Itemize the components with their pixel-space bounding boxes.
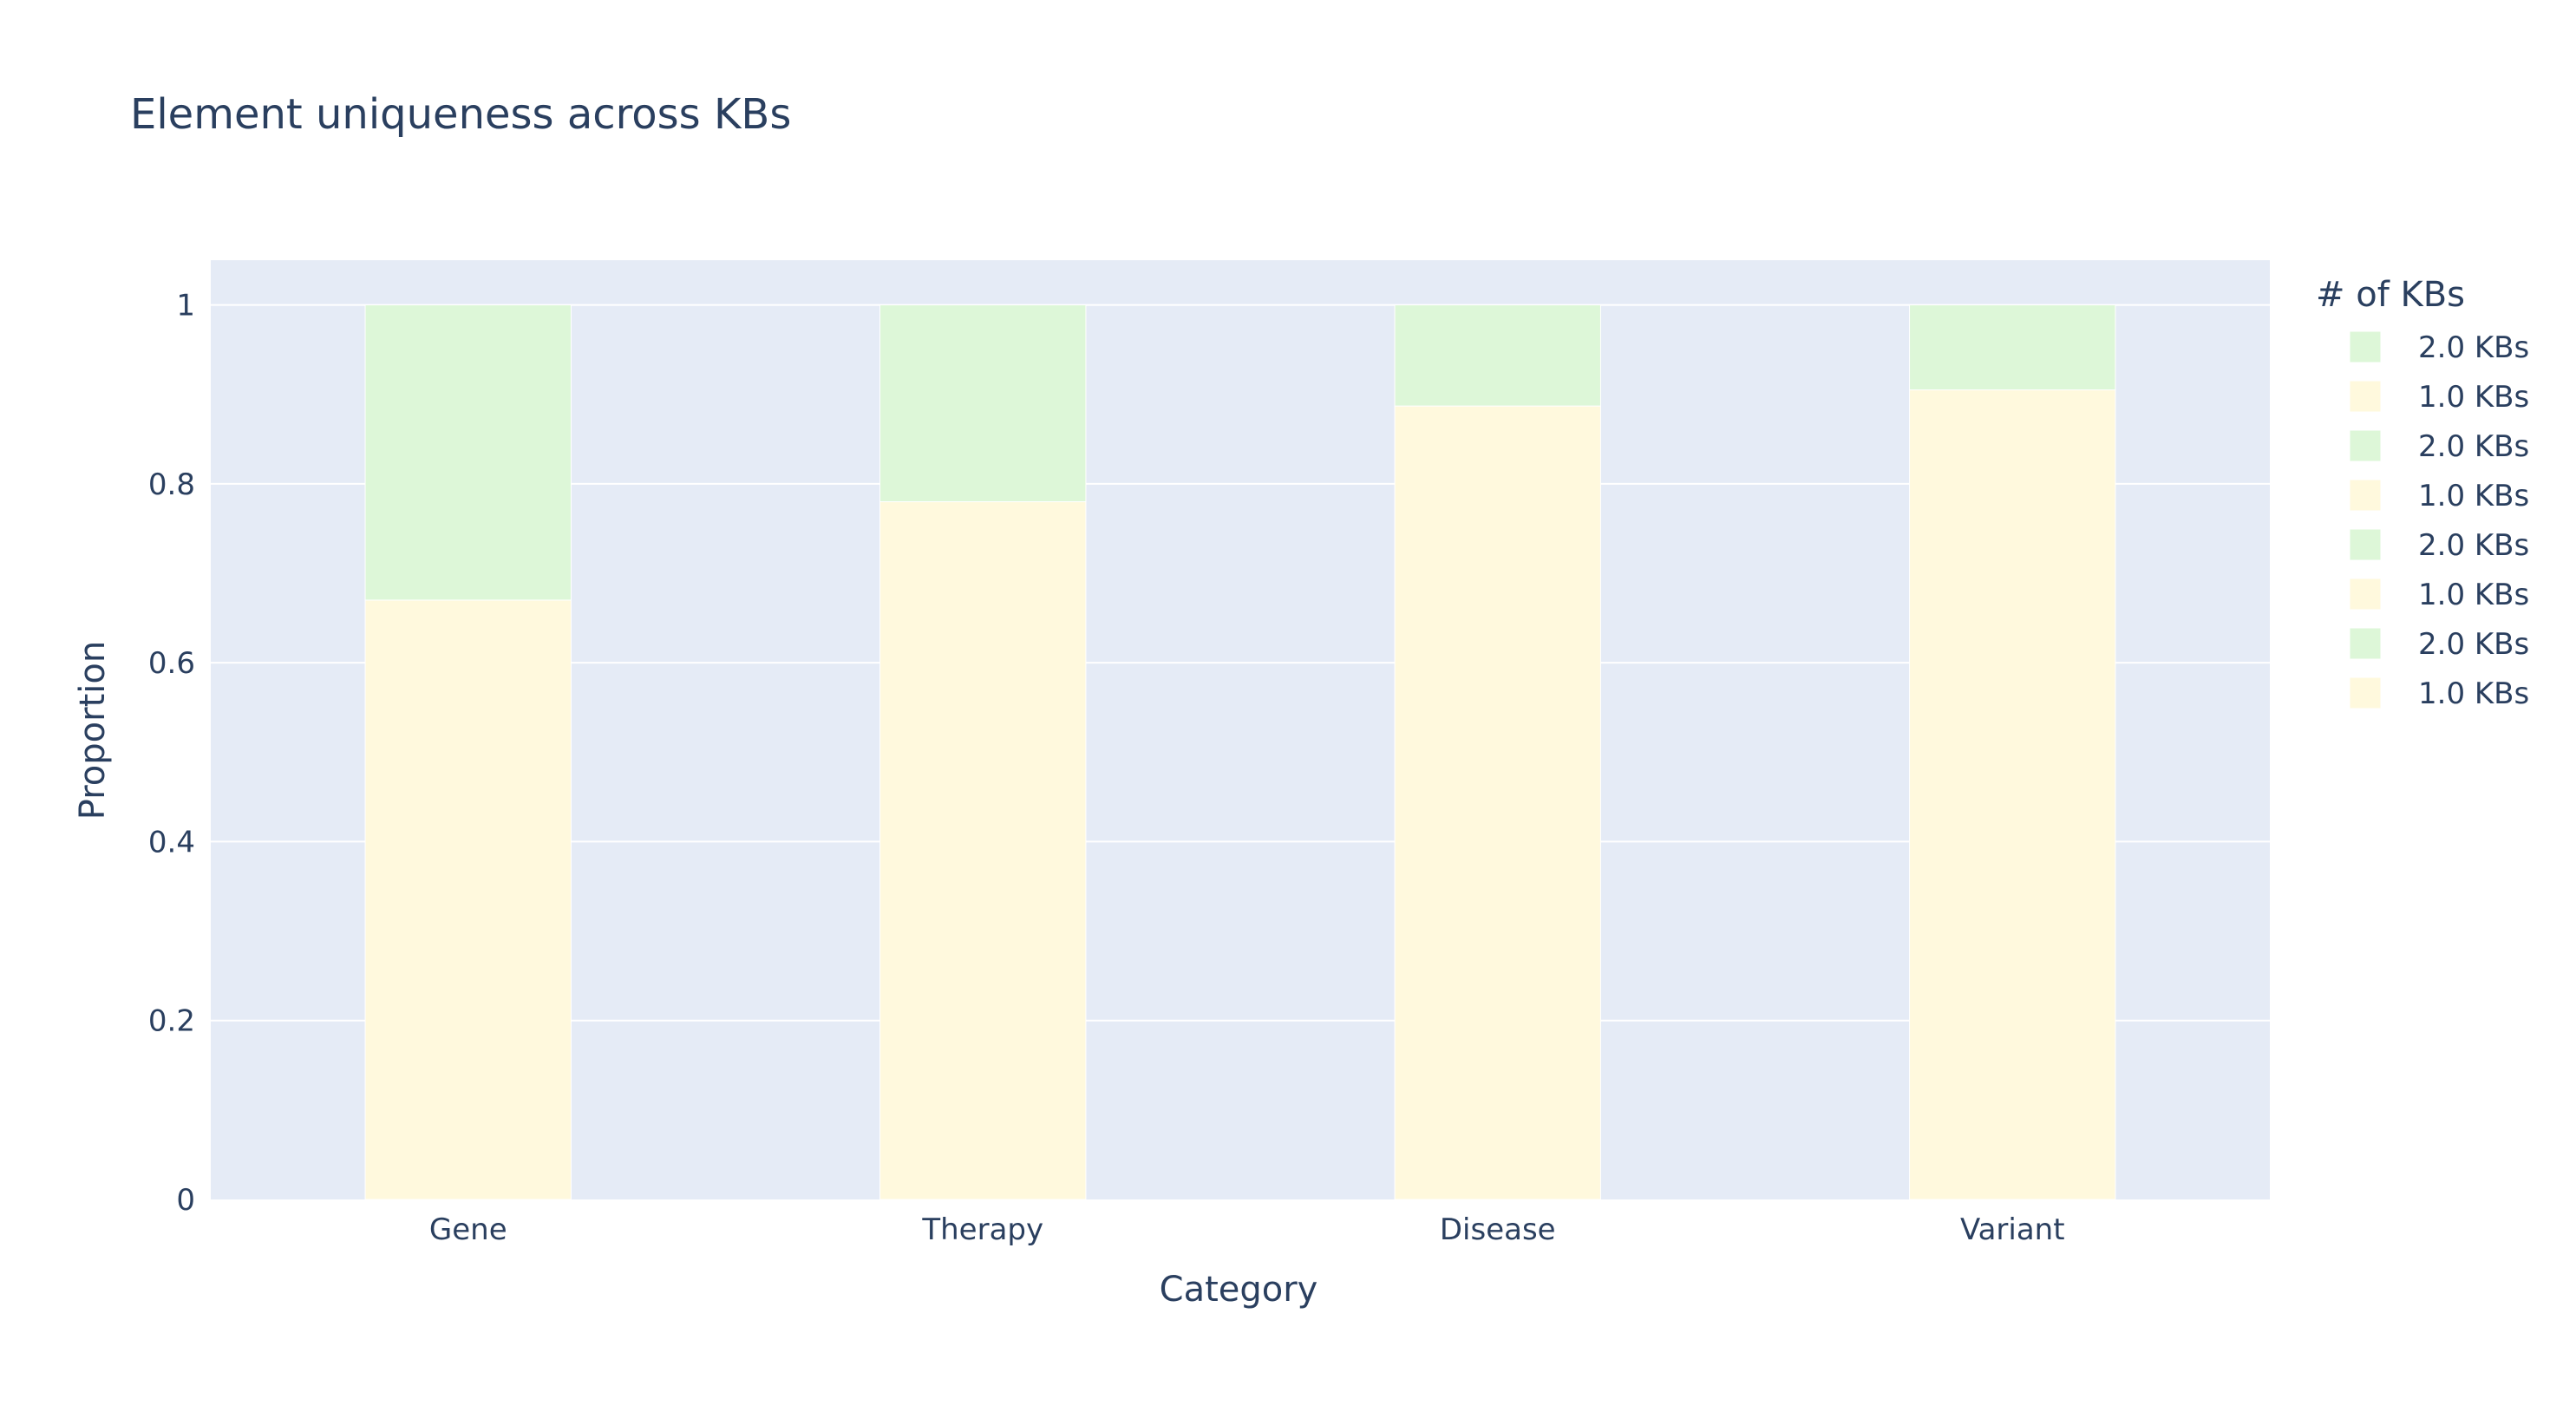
bar-segment — [364, 599, 572, 1200]
bar-segment — [364, 304, 572, 601]
bar-segment — [1394, 304, 1601, 407]
bar-segment — [1909, 304, 2116, 391]
y-tick-label: 0.8 — [148, 467, 195, 502]
legend-item[interactable]: 1.0 KBs — [2349, 479, 2529, 513]
legend-label: 1.0 KBs — [2418, 479, 2529, 513]
legend-swatch — [2349, 627, 2382, 660]
legend-item[interactable]: 1.0 KBs — [2349, 676, 2529, 711]
bar-segment — [879, 304, 1087, 502]
legend-title: # of KBs — [2316, 275, 2465, 315]
y-tick-label: 0.2 — [148, 1004, 195, 1039]
legend-item[interactable]: 2.0 KBs — [2349, 627, 2529, 662]
legend-swatch — [2349, 528, 2382, 561]
legend-swatch — [2349, 380, 2382, 413]
legend-label: 2.0 KBs — [2418, 627, 2529, 662]
y-tick-label: 0.6 — [148, 646, 195, 681]
bar-segment — [1394, 405, 1601, 1200]
legend-label: 1.0 KBs — [2418, 578, 2529, 612]
bar-segment — [879, 500, 1087, 1200]
legend-item[interactable]: 1.0 KBs — [2349, 578, 2529, 612]
y-tick-label: 0 — [176, 1183, 195, 1218]
chart-title: Element uniqueness across KBs — [130, 90, 791, 139]
y-tick-label: 0.4 — [148, 825, 195, 859]
y-tick-label: 1 — [176, 289, 195, 323]
x-tick-label: Disease — [1440, 1212, 1556, 1247]
x-tick-label: Therapy — [921, 1212, 1043, 1247]
legend-swatch — [2349, 578, 2382, 611]
legend-swatch — [2349, 429, 2382, 462]
legend-swatch — [2349, 479, 2382, 512]
legend-items[interactable]: 2.0 KBs 1.0 KBs 2.0 KBs 1.0 KBs 2.0 KBs 1.0 K… — [2349, 330, 2529, 711]
x-axis-title: Category — [1160, 1270, 1318, 1310]
legend-item[interactable]: 2.0 KBs — [2349, 330, 2529, 365]
legend-swatch — [2349, 330, 2382, 363]
legend-label: 2.0 KBs — [2418, 528, 2529, 563]
legend-label: 2.0 KBs — [2418, 330, 2529, 365]
x-tick-label: Gene — [429, 1212, 507, 1247]
y-axis-ticks: 0 0.2 0.4 0.6 0.8 1 — [148, 289, 195, 1218]
bars — [364, 304, 2116, 1200]
legend-item[interactable]: 2.0 KBs — [2349, 528, 2529, 563]
legend-item[interactable]: 1.0 KBs — [2349, 380, 2529, 415]
legend-label: 1.0 KBs — [2418, 676, 2529, 711]
legend-item[interactable]: 2.0 KBs — [2349, 429, 2529, 464]
x-tick-label: Variant — [1960, 1212, 2065, 1247]
bar-segment — [1909, 389, 2116, 1200]
y-axis-title: Proportion — [73, 641, 113, 820]
legend-label: 1.0 KBs — [2418, 380, 2529, 415]
x-axis-ticks: Gene Therapy Disease Variant — [429, 1212, 2065, 1247]
legend-label: 2.0 KBs — [2418, 429, 2529, 464]
legend-swatch — [2349, 676, 2382, 709]
